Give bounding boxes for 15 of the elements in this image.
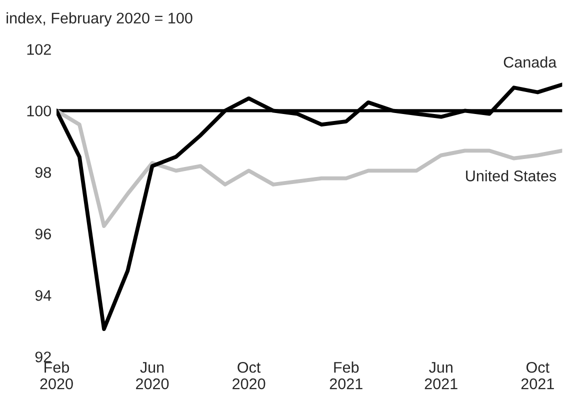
y-tick-label: 94 (35, 290, 52, 301)
y-tick-label: 92 (35, 352, 51, 362)
x-tick-label: Feb 2021 (330, 362, 362, 390)
y-axis-title: index, February 2020 = 100 (6, 12, 192, 27)
y-tick-label: 100 (27, 106, 52, 116)
y-tick-label: 96 (35, 228, 51, 240)
series-label: Canada (504, 56, 557, 68)
x-tick-label: Jun 2021 (424, 362, 458, 390)
x-tick-label: Feb 2020 (40, 362, 73, 390)
x-tick-label: Oct 2020 (232, 362, 266, 390)
x-tick-label: Jun 2020 (136, 362, 169, 390)
y-tick-label: 102 (27, 44, 51, 55)
x-tick-label: Oct 2021 (521, 362, 554, 390)
series-label: United States (466, 170, 556, 182)
y-tick-label: 98 (35, 167, 51, 178)
